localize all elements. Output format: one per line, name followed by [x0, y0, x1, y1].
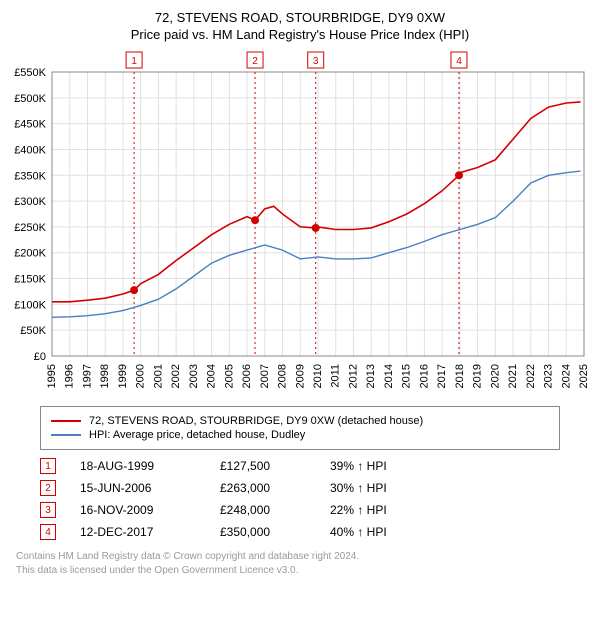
- sale-marker-box: 4: [40, 524, 56, 540]
- svg-text:£100K: £100K: [14, 299, 46, 311]
- sale-price: £127,500: [220, 459, 330, 473]
- sale-marker-box: 1: [40, 458, 56, 474]
- legend-swatch: [51, 434, 81, 436]
- svg-text:2023: 2023: [543, 364, 555, 388]
- svg-text:£500K: £500K: [14, 93, 46, 105]
- svg-text:2005: 2005: [223, 364, 235, 388]
- chart-subtitle: Price paid vs. HM Land Registry's House …: [8, 27, 592, 42]
- sale-marker-box: 2: [40, 480, 56, 496]
- svg-text:£250K: £250K: [14, 222, 46, 234]
- sale-row: 3 16-NOV-2009£248,00022% ↑ HPI: [40, 502, 592, 518]
- sale-diff: 39% ↑ HPI: [330, 459, 450, 473]
- sale-date: 15-JUN-2006: [80, 481, 220, 495]
- svg-text:£300K: £300K: [14, 196, 46, 208]
- svg-text:2004: 2004: [206, 364, 218, 388]
- svg-text:2007: 2007: [259, 364, 271, 388]
- legend: 72, STEVENS ROAD, STOURBRIDGE, DY9 0XW (…: [40, 406, 560, 450]
- svg-text:1995: 1995: [46, 364, 58, 388]
- svg-text:2019: 2019: [472, 364, 484, 388]
- svg-text:£550K: £550K: [14, 67, 46, 79]
- attribution-line: Contains HM Land Registry data © Crown c…: [16, 550, 592, 564]
- line-chart: £0 £50K £100K £150K £200K £250K £300K £350K £400…: [8, 50, 592, 400]
- sale-price: £248,000: [220, 503, 330, 517]
- legend-label: HPI: Average price, detached house, Dudl…: [89, 429, 305, 441]
- sale-price: £263,000: [220, 481, 330, 495]
- svg-text:2003: 2003: [188, 364, 200, 388]
- svg-text:1999: 1999: [117, 364, 129, 388]
- svg-text:2025: 2025: [578, 364, 590, 388]
- title-block: 72, STEVENS ROAD, STOURBRIDGE, DY9 0XW P…: [8, 10, 592, 42]
- sale-date: 16-NOV-2009: [80, 503, 220, 517]
- svg-text:2020: 2020: [489, 364, 501, 388]
- svg-text:2017: 2017: [436, 364, 448, 388]
- svg-text:£450K: £450K: [14, 119, 46, 131]
- svg-text:2015: 2015: [401, 364, 413, 388]
- sale-row: 1 18-AUG-1999£127,50039% ↑ HPI: [40, 458, 592, 474]
- svg-text:4: 4: [456, 56, 462, 67]
- sale-marker-box: 3: [40, 502, 56, 518]
- legend-item: 72, STEVENS ROAD, STOURBRIDGE, DY9 0XW (…: [51, 415, 549, 427]
- svg-text:2013: 2013: [365, 364, 377, 388]
- sale-date: 12-DEC-2017: [80, 525, 220, 539]
- svg-text:1996: 1996: [64, 364, 76, 388]
- attribution-line: This data is licensed under the Open Gov…: [16, 564, 592, 578]
- sale-diff: 22% ↑ HPI: [330, 503, 450, 517]
- sale-price: £350,000: [220, 525, 330, 539]
- svg-text:2000: 2000: [135, 364, 147, 388]
- svg-text:2016: 2016: [418, 364, 430, 388]
- attribution: Contains HM Land Registry data © Crown c…: [16, 550, 592, 577]
- sale-row: 4 12-DEC-2017£350,00040% ↑ HPI: [40, 524, 592, 540]
- svg-text:1: 1: [131, 56, 137, 67]
- sale-diff: 30% ↑ HPI: [330, 481, 450, 495]
- svg-text:2014: 2014: [383, 364, 395, 388]
- svg-text:2011: 2011: [330, 364, 342, 388]
- svg-text:1997: 1997: [81, 364, 93, 388]
- sale-date: 18-AUG-1999: [80, 459, 220, 473]
- svg-text:£150K: £150K: [14, 274, 46, 286]
- legend-item: HPI: Average price, detached house, Dudl…: [51, 429, 549, 441]
- svg-text:3: 3: [313, 56, 319, 67]
- svg-text:£0: £0: [34, 351, 46, 363]
- svg-text:£350K: £350K: [14, 170, 46, 182]
- svg-text:£50K: £50K: [20, 325, 46, 337]
- svg-text:2012: 2012: [347, 364, 359, 388]
- svg-text:2: 2: [252, 56, 258, 67]
- svg-text:1998: 1998: [99, 364, 111, 388]
- chart-title: 72, STEVENS ROAD, STOURBRIDGE, DY9 0XW: [8, 10, 592, 25]
- legend-swatch: [51, 420, 81, 422]
- svg-text:2018: 2018: [454, 364, 466, 388]
- svg-text:£400K: £400K: [14, 144, 46, 156]
- sale-row: 2 15-JUN-2006£263,00030% ↑ HPI: [40, 480, 592, 496]
- svg-text:2022: 2022: [525, 364, 537, 388]
- chart-area: £0 £50K £100K £150K £200K £250K £300K £350K £400…: [8, 50, 592, 400]
- legend-label: 72, STEVENS ROAD, STOURBRIDGE, DY9 0XW (…: [89, 415, 423, 427]
- svg-text:2006: 2006: [241, 364, 253, 388]
- svg-text:2024: 2024: [560, 364, 572, 388]
- svg-text:2021: 2021: [507, 364, 519, 388]
- svg-text:2010: 2010: [312, 364, 324, 388]
- svg-text:2009: 2009: [294, 364, 306, 388]
- svg-text:2001: 2001: [152, 364, 164, 388]
- svg-text:2002: 2002: [170, 364, 182, 388]
- sale-diff: 40% ↑ HPI: [330, 525, 450, 539]
- svg-text:£200K: £200K: [14, 248, 46, 260]
- sales-table: 1 18-AUG-1999£127,50039% ↑ HPI 2 15-JUN-200…: [40, 458, 592, 540]
- svg-text:2008: 2008: [277, 364, 289, 388]
- chart-container: 72, STEVENS ROAD, STOURBRIDGE, DY9 0XW P…: [0, 0, 600, 585]
